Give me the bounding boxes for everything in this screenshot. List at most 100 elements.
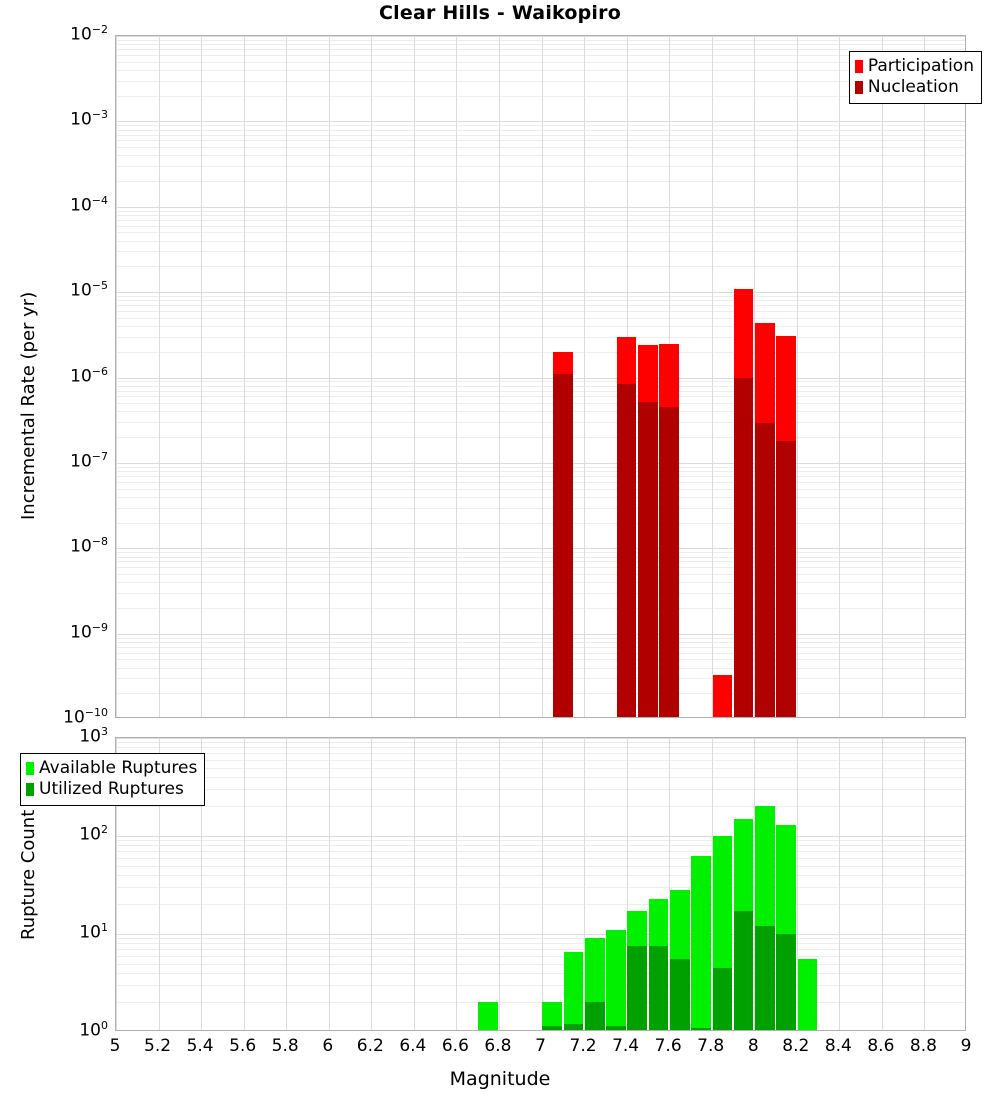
legend-item-utilized-ruptures: Utilized Ruptures [26,779,197,800]
gridline-minor [116,865,965,867]
gridline-minor [116,44,965,46]
gridline-minor [116,240,965,242]
gridline-vertical [882,738,883,1030]
x-tick-label: 8.4 [824,1036,852,1056]
gridline-minor [116,874,965,876]
gridline-vertical [542,738,543,1030]
available-ruptures-bar [797,959,818,1030]
gridline-minor [116,390,965,392]
available-ruptures-bar [478,1002,499,1030]
gridline-minor [116,678,965,680]
y-tick-label: 10−7 [70,449,108,472]
rupture-count-legend: Available Ruptures Utilized Ruptures [20,753,206,806]
gridline-minor [116,753,965,755]
gridline-minor [116,567,965,569]
gridline-minor [116,140,965,142]
gridline-vertical [542,36,543,717]
x-tick-label: 7 [535,1036,546,1056]
gridline-minor [116,857,965,859]
gridline-minor [116,641,965,643]
legend-label-nucleation: Nucleation [867,77,959,97]
gridline-minor [116,561,965,563]
gridline-minor [116,381,965,383]
gridline-minor [116,266,965,268]
gridline-minor [116,403,965,405]
y-tick-label: 10−9 [70,620,108,643]
utilized-ruptures-bar [648,946,669,1030]
gridline-minor [116,943,965,945]
available-ruptures-bar [606,929,626,1030]
incremental-rate-legend: Participation Nucleation [848,51,982,104]
gridline-minor [116,80,965,82]
gridline-minor [116,851,965,853]
gridline-minor [116,219,965,221]
utilized-ruptures-bar [712,967,733,1030]
gridline-minor [116,251,965,253]
x-tick-label: 5.8 [271,1036,299,1056]
x-tick-label: 7.8 [697,1036,725,1056]
gridline-minor [116,840,965,842]
x-tick-label: 8.8 [909,1036,937,1056]
gridline-vertical [754,36,755,717]
gridline-vertical [584,36,585,717]
utilized-ruptures-bar [755,926,775,1030]
x-tick-label: 5.4 [186,1036,214,1056]
gridline-vertical [116,36,117,717]
incremental-rate-plot-area [116,36,965,717]
available-ruptures-bar [691,856,711,1030]
gridline-minor [116,904,965,906]
participation-swatch-icon [854,60,863,73]
gridline-minor [116,963,965,965]
gridline-minor [116,496,965,498]
gridline-minor [116,776,965,778]
gridline-minor [116,573,965,575]
utilized-ruptures-bar [669,959,690,1030]
gridline-major [116,738,965,739]
gridline-minor [116,39,965,41]
gridline-minor [116,471,965,473]
page-title: Clear Hills - Waikopiro [379,2,621,24]
gridline-minor [116,166,965,168]
gridline-major [116,121,965,123]
gridline-minor [116,552,965,554]
gridline-major [116,206,965,208]
gridline-minor [116,215,965,217]
y-tick-label: 103 [79,725,108,747]
gridline-minor [116,411,965,413]
gridline-vertical [924,738,925,1030]
x-tick-label: 6.2 [356,1036,384,1056]
legend-item-nucleation: Nucleation [854,77,974,98]
incremental-rate-panel [115,35,966,718]
gridline-minor [116,305,965,307]
x-tick-label: 5 [109,1036,121,1056]
x-tick-label: 5.2 [144,1036,172,1056]
gridline-major [116,934,965,935]
gridline-minor [116,747,965,749]
gridline-minor [116,507,965,509]
gridline-minor [116,336,965,338]
utilized-ruptures-bar [563,1024,584,1030]
gridline-minor [116,317,965,319]
gridline-minor [116,972,965,974]
gridline-minor [116,125,965,127]
gridline-vertical [754,738,755,1030]
gridline-minor [116,582,965,584]
utilized-ruptures-swatch-icon [26,783,34,796]
gridline-minor [116,607,965,609]
gridline-minor [116,296,965,298]
x-tick-label: 7.6 [654,1036,682,1056]
gridline-vertical [456,36,457,717]
x-tick-label: 6.6 [441,1036,469,1056]
gridline-minor [116,637,965,639]
gridline-vertical [286,36,287,717]
gridline-minor [116,300,965,302]
gridline-major [116,548,965,550]
legend-item-available-ruptures: Available Ruptures [26,758,197,779]
gridline-vertical [244,36,245,717]
x-tick-label: 6.8 [484,1036,512,1056]
gridline-minor [116,652,965,654]
gridline-minor [116,232,965,234]
gridline-minor [116,845,965,847]
gridline-vertical [627,738,628,1030]
gridline-vertical [414,738,415,1030]
